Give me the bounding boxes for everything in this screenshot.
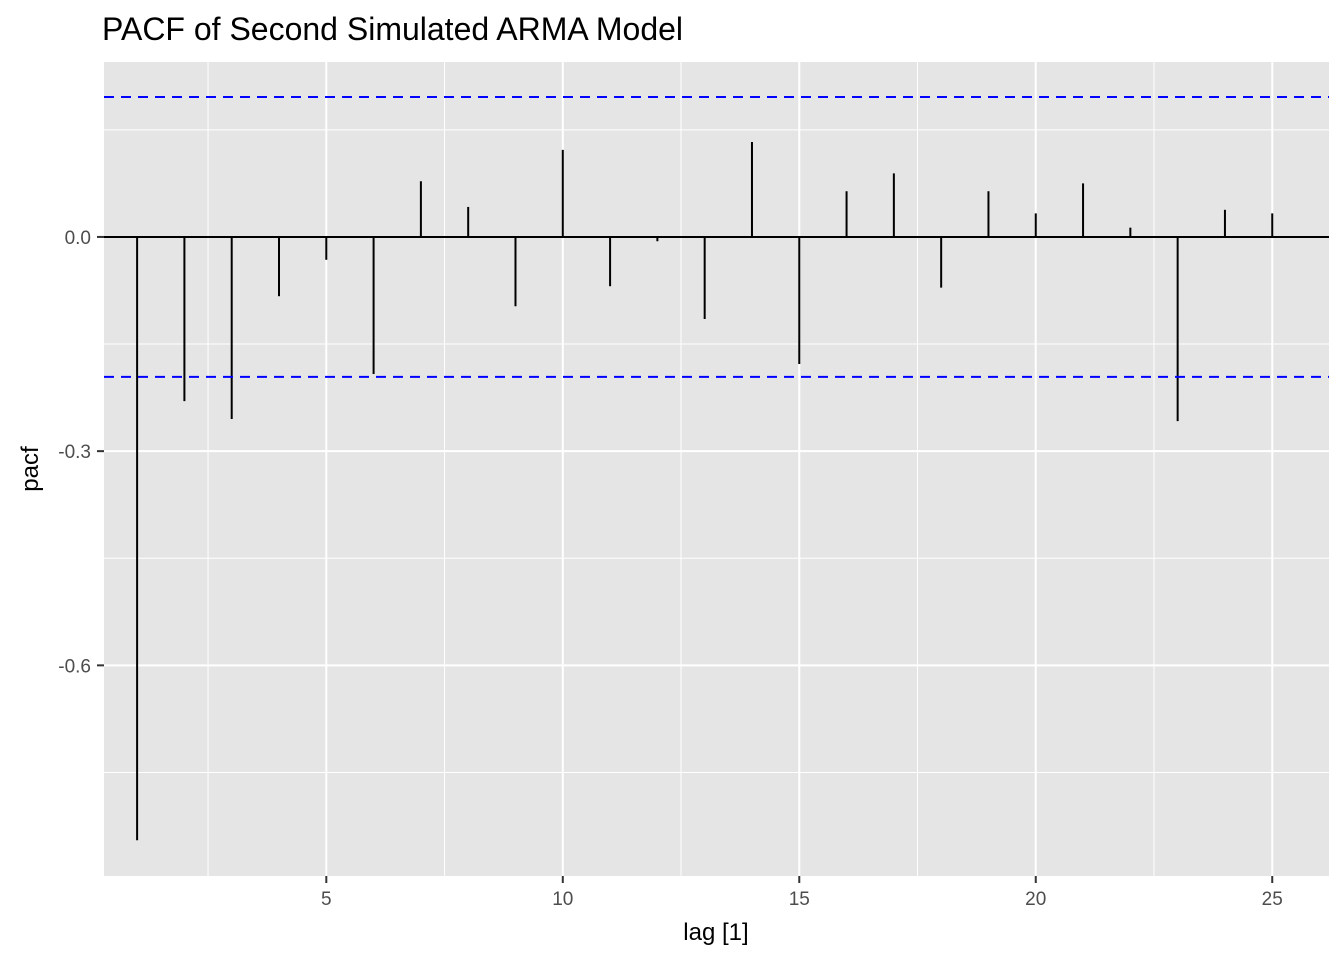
y-tick-label: -0.3 [58, 442, 91, 463]
x-axis: 5 10 15 20 25 [321, 876, 1283, 910]
y-axis: 0.0 -0.3 -0.6 [58, 228, 104, 677]
x-tick-label: 15 [789, 889, 810, 910]
y-axis-title: pacf [17, 446, 44, 492]
y-tick-label: 0.0 [65, 228, 91, 249]
x-tick-label: 25 [1262, 889, 1283, 910]
confidence-bounds [104, 95, 1329, 378]
y-tick-label: -0.6 [58, 656, 91, 677]
x-tick-label: 10 [552, 889, 573, 910]
x-axis-title: lag [1] [683, 919, 748, 946]
x-tick-label: 5 [321, 889, 332, 910]
pacf-stems [136, 141, 1274, 841]
x-tick-label: 20 [1025, 889, 1046, 910]
grid-minor [104, 62, 1329, 876]
chart-title: PACF of Second Simulated ARMA Model [102, 11, 683, 47]
plot-panel [104, 62, 1329, 876]
